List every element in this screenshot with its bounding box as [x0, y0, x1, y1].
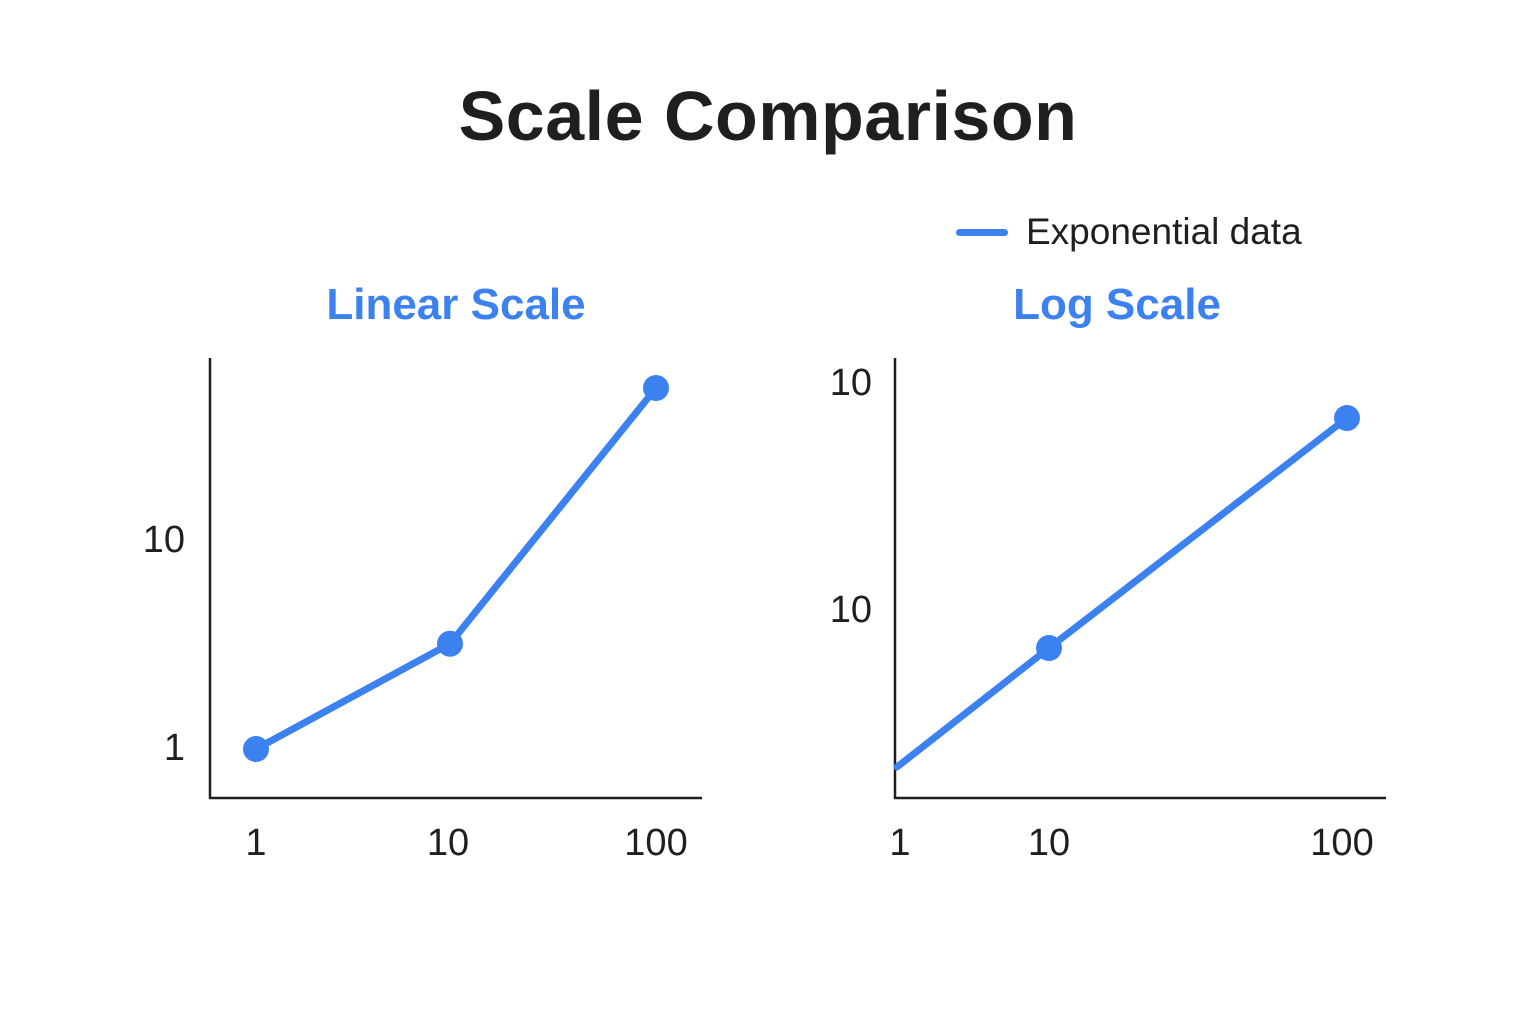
log-x-tick-label: 100 [1310, 822, 1373, 864]
linear-x-tick-label: 100 [624, 822, 687, 864]
log-panel: 10 10 1 10 100 [830, 358, 1386, 864]
linear-y-tick-label: 10 [143, 519, 185, 561]
log-series-line [893, 414, 1351, 771]
log-x-tick-label: 1 [889, 822, 910, 864]
legend-label: Exponential data [1026, 211, 1302, 252]
log-series [893, 405, 1360, 771]
linear-y-tick-label: 1 [164, 727, 185, 769]
linear-data-point [643, 375, 669, 401]
log-panel-title: Log Scale [1013, 280, 1221, 329]
linear-series [243, 375, 669, 762]
legend: Exponential data [956, 208, 1302, 256]
log-data-point [1334, 405, 1360, 431]
linear-data-point [243, 736, 269, 762]
linear-x-tick-label: 10 [427, 822, 469, 864]
linear-x-tick-label: 1 [245, 822, 266, 864]
log-data-point [1036, 635, 1062, 661]
log-y-tick-label: 10 [830, 362, 872, 404]
linear-panel: 10 1 1 10 100 [143, 358, 702, 864]
linear-series-line [252, 384, 660, 753]
log-x-tick-label: 10 [1028, 822, 1070, 864]
linear-panel-title: Linear Scale [326, 280, 586, 329]
linear-data-point [437, 630, 463, 657]
chart-title: Scale Comparison [458, 77, 1078, 155]
legend-swatch [956, 228, 1008, 236]
log-y-tick-label: 10 [830, 589, 872, 631]
